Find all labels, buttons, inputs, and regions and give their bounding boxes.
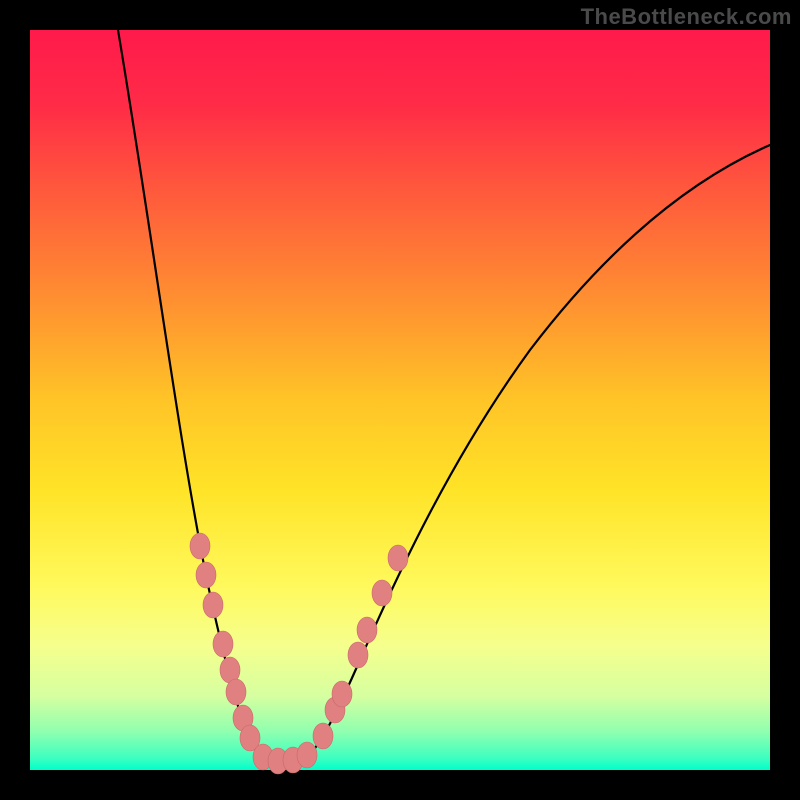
curve-layer xyxy=(30,30,770,770)
marker-bottom-3 xyxy=(297,742,317,768)
marker-right-0 xyxy=(313,723,333,749)
marker-group xyxy=(190,533,408,774)
marker-right-3 xyxy=(348,642,368,668)
marker-right-2 xyxy=(332,681,352,707)
marker-left-2 xyxy=(203,592,223,618)
curve-right-branch xyxy=(310,145,770,754)
marker-left-3 xyxy=(213,631,233,657)
plot-area xyxy=(30,30,770,770)
marker-left-0 xyxy=(190,533,210,559)
marker-right-6 xyxy=(388,545,408,571)
marker-right-4 xyxy=(357,617,377,643)
marker-left-1 xyxy=(196,562,216,588)
marker-left-5 xyxy=(226,679,246,705)
curve-left-branch xyxy=(118,30,262,758)
chart-frame: TheBottleneck.com xyxy=(0,0,800,800)
marker-right-5 xyxy=(372,580,392,606)
watermark-text: TheBottleneck.com xyxy=(581,4,792,30)
